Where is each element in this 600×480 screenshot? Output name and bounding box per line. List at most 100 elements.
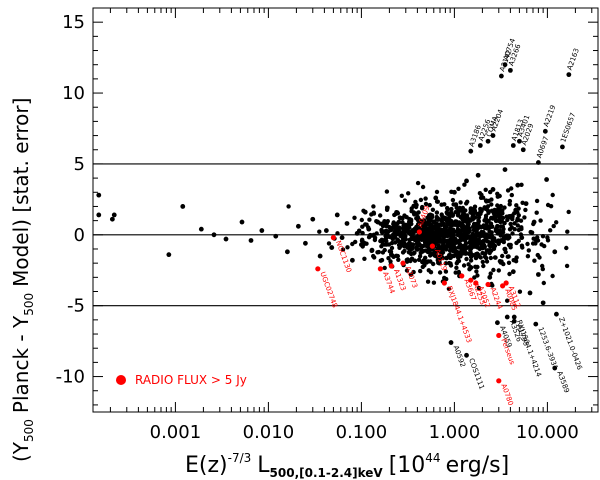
data-point (468, 265, 474, 270)
radio-point (485, 281, 491, 288)
data-point (427, 229, 432, 234)
data-point-cloud (286, 180, 571, 303)
y-tick-label: 0 (74, 225, 85, 246)
data-point (400, 220, 405, 225)
data-point (502, 62, 508, 68)
data-point (425, 279, 431, 284)
data-point (360, 224, 365, 229)
y-tick-label: -10 (56, 367, 85, 388)
data-point (529, 230, 535, 235)
data-point (541, 280, 546, 286)
data-point (507, 202, 512, 207)
x-tick-label: 0.001 (150, 422, 202, 443)
data-point (383, 233, 388, 239)
data-point (474, 269, 479, 274)
data-point (382, 219, 387, 224)
y-title-mid: Planck - Y (9, 315, 33, 413)
data-point (466, 251, 472, 256)
data-point (371, 204, 376, 209)
data-point (461, 263, 467, 268)
data-point (490, 283, 495, 288)
data-point (523, 207, 528, 213)
radio-point (496, 378, 502, 384)
data-point (542, 243, 547, 249)
data-point (404, 268, 410, 273)
data-point (389, 245, 395, 251)
data-point (505, 298, 510, 303)
data-point (417, 236, 423, 242)
data-point (424, 228, 429, 234)
data-point (433, 195, 439, 201)
data-point (538, 218, 543, 223)
data-point (408, 237, 413, 242)
cluster-label: A3589 (555, 370, 570, 394)
y-title-sub2: 500 (22, 293, 36, 316)
data-point (423, 201, 429, 207)
data-point (476, 237, 481, 242)
data-point (509, 192, 514, 198)
data-point (464, 178, 469, 184)
x-title-L: L (257, 453, 270, 478)
data-point (384, 228, 389, 233)
data-point (450, 227, 455, 233)
data-point (554, 311, 559, 317)
data-point (475, 264, 480, 270)
data-point (433, 253, 438, 259)
data-point (493, 255, 498, 260)
data-point (502, 205, 507, 210)
data-point (452, 189, 457, 195)
data-point (479, 239, 485, 245)
data-point (442, 275, 447, 281)
data-point (495, 223, 500, 229)
data-point (414, 241, 420, 246)
data-point (452, 246, 457, 251)
data-point (469, 234, 474, 239)
data-point (420, 226, 426, 231)
data-point (431, 280, 437, 285)
data-point (425, 240, 431, 246)
data-point (109, 216, 115, 222)
data-point (488, 255, 493, 261)
radio-point (473, 280, 479, 286)
data-point (423, 259, 428, 264)
data-point (371, 210, 376, 215)
data-point (488, 234, 493, 239)
data-point (478, 206, 483, 212)
data-point (430, 207, 436, 212)
data-point (534, 210, 539, 215)
data-point (548, 204, 554, 209)
data-point (508, 221, 513, 227)
data-point (404, 259, 410, 264)
data-point (491, 267, 496, 273)
data-point (478, 195, 484, 200)
data-point (415, 214, 420, 220)
data-point (375, 250, 380, 255)
data-point (504, 314, 510, 320)
data-point (519, 225, 524, 230)
data-point (466, 229, 472, 235)
data-point (380, 238, 386, 243)
data-point (485, 204, 491, 209)
data-point (303, 240, 308, 246)
data-point (447, 255, 453, 260)
data-point (475, 172, 481, 178)
data-point (449, 206, 454, 212)
data-point (414, 211, 420, 216)
data-point (463, 251, 468, 256)
data-point (453, 210, 458, 215)
data-point (520, 200, 525, 205)
radio-point (459, 273, 465, 279)
data-point (497, 210, 502, 215)
data-point (382, 265, 387, 271)
data-point (507, 271, 512, 277)
data-point (435, 199, 440, 204)
cluster-label: 1ES0657 (559, 112, 577, 144)
data-point (498, 203, 503, 209)
data-point (496, 268, 501, 273)
data-point (409, 209, 414, 214)
data-point (444, 247, 449, 252)
data-point (393, 240, 398, 245)
data-point (359, 217, 364, 223)
radio-point (330, 235, 337, 241)
data-point (566, 72, 572, 78)
